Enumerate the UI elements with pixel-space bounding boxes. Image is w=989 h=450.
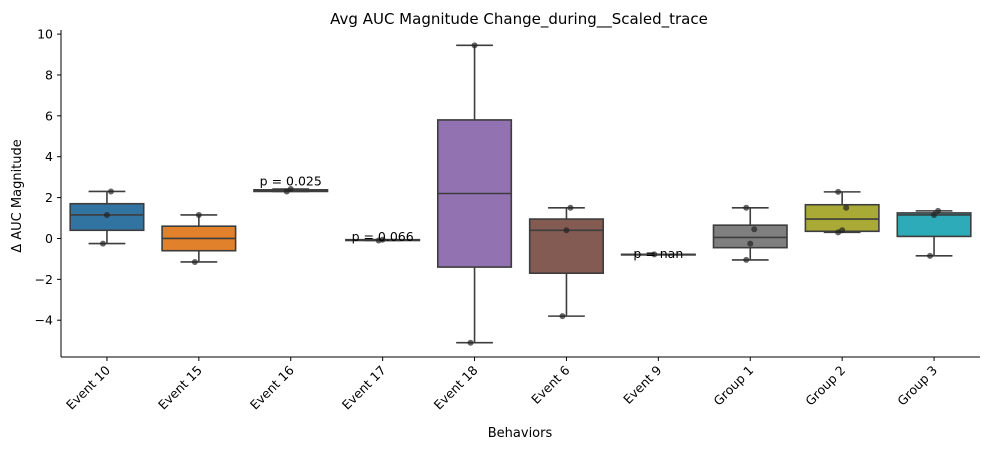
- plot-area: p = 0.025 p = 0.066 p = nan: [69, 42, 972, 346]
- box-event-15: [161, 211, 237, 265]
- x-tick-label: Event 9: [620, 362, 664, 406]
- data-point: [843, 204, 850, 211]
- y-tick-label: 0: [45, 231, 53, 246]
- x-tick-label: Event 10: [63, 362, 113, 412]
- y-tick-label: −4: [35, 313, 53, 328]
- y-tick-label: 2: [45, 190, 53, 205]
- p-value-annotation: p = 0.025: [260, 173, 322, 188]
- x-tick-label: Event 18: [431, 362, 481, 412]
- data-point: [107, 188, 114, 195]
- data-point: [99, 240, 106, 247]
- data-point: [567, 204, 574, 211]
- x-tick-label: Event 6: [528, 362, 572, 406]
- x-tick-label: Event 17: [339, 363, 389, 413]
- y-tick-label: 8: [45, 67, 53, 82]
- x-tick-label: Group 1: [710, 363, 756, 409]
- data-point: [935, 207, 942, 214]
- data-point: [467, 339, 474, 346]
- box-group-1: [712, 204, 788, 263]
- data-point: [471, 42, 478, 49]
- data-point: [651, 251, 658, 258]
- box-event-10: [69, 188, 145, 247]
- x-tick-label: Group 3: [894, 363, 940, 409]
- box-event-6: [528, 204, 605, 320]
- data-point: [743, 204, 750, 211]
- x-axis-ticks: Event 10 Event 15 Event 16 Event 17 Event 18…: [63, 357, 940, 413]
- box-iqr: [528, 218, 605, 275]
- box-event-9: [620, 251, 696, 258]
- chart-title: Avg AUC Magnitude Change_during__Scaled_…: [330, 10, 708, 29]
- box-group-2: [804, 188, 880, 236]
- data-point: [195, 211, 202, 218]
- x-tick-label: Event 15: [155, 363, 205, 413]
- data-point: [379, 236, 386, 243]
- data-point: [751, 226, 758, 233]
- y-tick-label: −2: [35, 272, 53, 287]
- x-axis-label: Behaviors: [488, 426, 553, 441]
- y-axis-label: Δ AUC Magnitude: [10, 139, 25, 253]
- data-point: [743, 256, 750, 263]
- data-point: [191, 258, 198, 265]
- x-tick-label: Group 2: [802, 363, 848, 409]
- data-point: [287, 186, 294, 193]
- box-event-18: [436, 42, 513, 346]
- p-value-annotation: p = 0.066: [352, 229, 414, 244]
- box-event-17: [345, 236, 421, 244]
- y-tick-label: 4: [45, 149, 53, 164]
- y-axis-ticks: −4 −2 0 2 4 6 8 10: [35, 27, 61, 328]
- p-value-annotation: p = nan: [633, 246, 683, 261]
- y-tick-label: 6: [45, 108, 53, 123]
- data-point: [931, 211, 938, 218]
- data-point: [747, 240, 754, 247]
- data-point: [835, 188, 842, 195]
- x-tick-label: Event 16: [247, 362, 297, 412]
- data-point: [559, 313, 566, 320]
- data-point: [927, 252, 934, 259]
- data-point: [103, 211, 110, 218]
- box-event-16: [253, 186, 329, 195]
- box-group-3: [896, 207, 972, 259]
- y-tick-label: 10: [37, 27, 53, 42]
- box-iqr: [712, 224, 788, 249]
- data-point: [563, 227, 570, 234]
- data-point: [839, 227, 846, 234]
